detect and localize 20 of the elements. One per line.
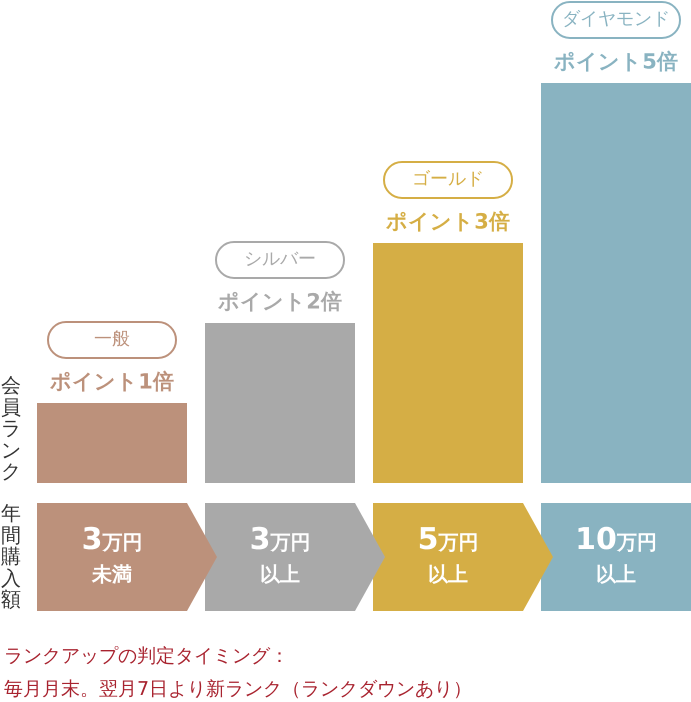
x-tick-label: 5万円以上 xyxy=(418,522,478,588)
text: 毎月月末。翌月7日より新ランク（ランクダウンあり） xyxy=(4,677,472,702)
text: ダイヤモンド xyxy=(562,8,670,30)
x-tick-label: 3万円未満 xyxy=(82,522,142,588)
data-label: ポイント2倍 xyxy=(217,289,342,314)
annotation: ゴールド xyxy=(412,168,484,190)
x-tick-label: 10万円以上 xyxy=(575,522,657,588)
data-label: ポイント5倍 xyxy=(553,49,678,74)
bar xyxy=(205,323,355,483)
data-label: ポイント1倍 xyxy=(49,369,174,394)
data-label: ポイント3倍 xyxy=(385,209,510,234)
x-tick-label: 3万円以上 xyxy=(250,522,310,588)
bar xyxy=(37,403,187,483)
text: ランクアップの判定タイミング： xyxy=(4,644,290,669)
x-axis-title: 年間購入額 xyxy=(0,501,22,612)
y-axis-title: 会員ランク xyxy=(0,373,22,484)
annotation: シルバー xyxy=(244,248,316,270)
bar xyxy=(541,83,691,483)
bar xyxy=(373,243,523,483)
annotation: 一般 xyxy=(94,328,130,350)
